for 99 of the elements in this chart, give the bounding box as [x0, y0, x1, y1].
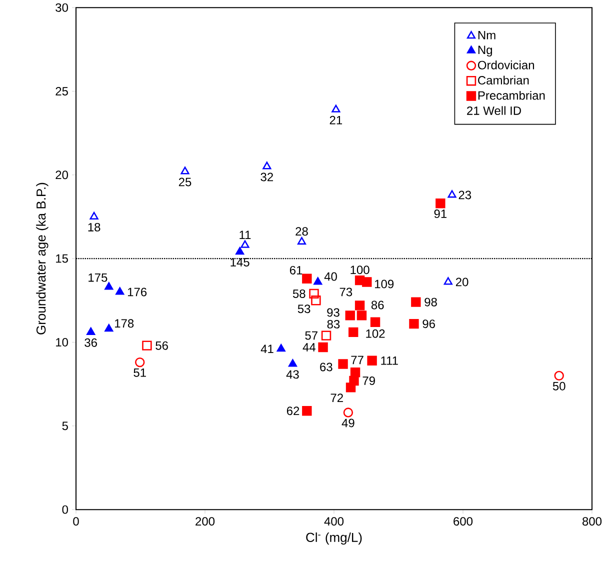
annotation: 20: [456, 278, 468, 286]
annotation: 102: [366, 330, 385, 338]
annotation: 109: [375, 280, 394, 288]
point: [236, 247, 244, 255]
x-tick-label: 800: [582, 517, 602, 526]
annotation: 11: [240, 230, 251, 240]
y-tick-label: 0: [62, 506, 68, 514]
point: [338, 359, 348, 370]
point: [314, 277, 322, 285]
annotation: 50: [552, 382, 566, 391]
point: [288, 359, 298, 367]
point: [367, 356, 377, 366]
point: [180, 166, 190, 175]
point: [142, 340, 152, 351]
y-tick-label: 30: [56, 4, 68, 12]
annotation: 21 Well ID: [467, 106, 521, 116]
point: [354, 300, 365, 310]
y-tick-label: 25: [56, 87, 68, 96]
annotation: 18: [88, 223, 100, 232]
annotation: 49: [342, 418, 354, 428]
point: [444, 277, 452, 285]
legend-label: Ordovician: [478, 60, 534, 70]
annotation: 100: [350, 266, 370, 274]
y-tick-label: 15: [56, 254, 68, 263]
annotation: 23: [458, 190, 472, 200]
y-tick-label: 5: [62, 422, 68, 430]
point: [348, 328, 358, 338]
x-tick-label: 600: [454, 517, 473, 526]
annotation: 40: [324, 272, 337, 282]
point: [104, 282, 114, 290]
y-tick-label: 10: [56, 338, 68, 347]
point: [311, 296, 321, 306]
x-tick-label: 0: [73, 517, 79, 526]
x-tick-label: 200: [196, 517, 215, 526]
annotation: 25: [178, 178, 192, 186]
point: [409, 319, 419, 329]
y-tick-label: 20: [56, 170, 68, 180]
legend-label: Precambrian: [478, 91, 545, 100]
point: [104, 324, 114, 332]
point: [370, 318, 380, 328]
annotation: 43: [286, 370, 299, 379]
annotation: 77: [351, 356, 364, 364]
point: [240, 240, 250, 248]
point: [116, 287, 124, 296]
annotation: 63: [320, 362, 332, 372]
point: [321, 330, 332, 341]
annotation: 61: [290, 266, 302, 275]
annotation: 21: [330, 116, 342, 124]
y-axis-title: Groundwater age (ka B.P.): [36, 183, 48, 335]
point: [345, 310, 355, 321]
legend-label: Ng: [478, 46, 492, 57]
annotation: 36: [84, 338, 97, 348]
point: [332, 105, 340, 113]
annotation: 91: [434, 210, 446, 218]
point: [436, 198, 446, 208]
x-axis-title: Cl$^{-}$ (mg/L): [306, 532, 362, 545]
annotation: 56: [156, 342, 168, 350]
point: [346, 382, 356, 392]
point: [318, 342, 328, 352]
annotation: 41: [260, 345, 274, 354]
annotation: 178: [115, 319, 134, 328]
point: [276, 344, 286, 352]
point: [302, 406, 312, 416]
annotation: 32: [260, 172, 273, 182]
point: [135, 358, 145, 368]
point: [362, 277, 372, 288]
annotation: 72: [330, 394, 343, 402]
annotation: 44: [302, 343, 316, 352]
point: [262, 162, 272, 170]
annotation: 53: [298, 304, 310, 314]
point: [448, 190, 456, 198]
point: [297, 237, 306, 245]
annotation: 28: [296, 227, 308, 236]
annotation: 83: [327, 320, 340, 329]
annotation: 51: [134, 368, 146, 378]
point: [90, 212, 98, 220]
annotation: 145: [230, 258, 250, 267]
annotation: 176: [128, 288, 147, 296]
point: [554, 371, 564, 381]
annotation: 96: [422, 320, 435, 328]
annotation: 58: [292, 290, 306, 298]
point: [411, 297, 421, 308]
annotation: 111: [381, 356, 398, 365]
annotation: 57: [305, 332, 318, 340]
legend-label: Nm: [478, 31, 496, 40]
point: [302, 274, 312, 284]
annotation: 86: [371, 300, 384, 310]
x-tick-label: 400: [324, 517, 344, 526]
annotation: 175: [88, 274, 108, 282]
point: [356, 310, 367, 321]
point: [86, 328, 96, 336]
point: [343, 408, 354, 418]
annotation: 73: [340, 288, 352, 296]
legend-label: Cambrian: [478, 76, 529, 85]
annotation: 93: [327, 308, 340, 317]
annotation: 62: [286, 406, 300, 416]
annotation: 79: [362, 376, 375, 386]
annotation: 98: [424, 298, 437, 307]
point: [309, 289, 319, 299]
